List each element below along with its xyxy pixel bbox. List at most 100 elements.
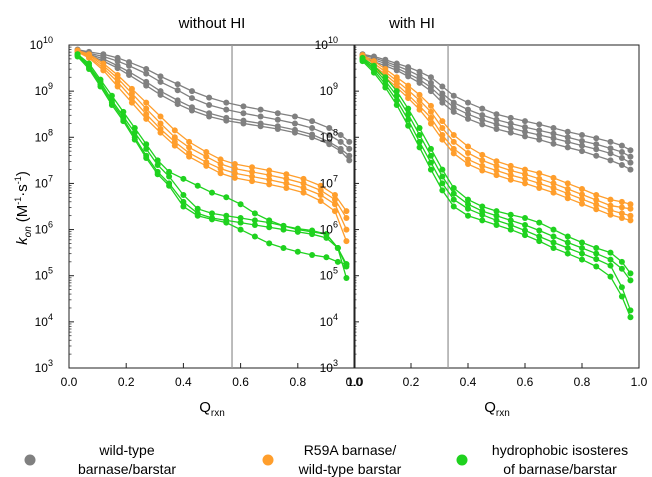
data-point-wild-type xyxy=(309,118,316,125)
data-point-wild-type xyxy=(465,111,471,118)
data-point-R59A xyxy=(618,198,625,205)
data-point-wild-type xyxy=(188,95,195,102)
data-point-wild-type xyxy=(593,135,600,142)
data-point-R59A xyxy=(618,210,625,217)
data-point-hydrophobic xyxy=(382,84,389,91)
data-point-wild-type xyxy=(291,129,298,136)
data-point-hydrophobic xyxy=(334,258,341,265)
data-point-R59A xyxy=(564,190,571,197)
data-point-hydrophobic xyxy=(120,118,127,125)
data-point-R59A xyxy=(465,161,471,168)
data-point-wild-type xyxy=(240,110,247,117)
data-point-R59A xyxy=(607,202,614,209)
data-point-hydrophobic xyxy=(180,203,187,210)
data-point-R59A xyxy=(579,185,585,192)
data-point-hydrophobic xyxy=(427,166,434,173)
data-point-R59A xyxy=(593,201,600,208)
data-point-R59A xyxy=(618,204,625,211)
data-point-R59A xyxy=(249,164,256,171)
data-point-hydrophobic xyxy=(593,245,600,252)
data-point-hydrophobic xyxy=(266,240,273,247)
data-point-hydrophobic xyxy=(209,210,215,217)
data-point-R59A xyxy=(186,144,193,151)
data-point-wild-type xyxy=(143,82,150,89)
data-point-wild-type xyxy=(326,125,333,132)
data-point-wild-type xyxy=(607,138,614,145)
y-tick-label: 108 xyxy=(320,127,338,144)
data-point-wild-type xyxy=(479,105,486,112)
data-point-hydrophobic xyxy=(618,284,625,291)
data-point-R59A xyxy=(493,167,500,174)
data-point-wild-type xyxy=(564,128,571,135)
x-axis-label: Qrxn xyxy=(199,399,225,419)
data-point-wild-type xyxy=(627,159,634,166)
data-point-R59A xyxy=(100,67,107,74)
data-point-R59A xyxy=(128,95,135,102)
data-point-R59A xyxy=(317,191,324,198)
data-point-wild-type xyxy=(618,155,625,162)
data-point-R59A xyxy=(564,185,571,192)
data-point-wild-type xyxy=(405,73,412,80)
data-point-wild-type xyxy=(618,142,625,149)
plot-frame xyxy=(353,44,640,369)
data-point-R59A xyxy=(479,157,486,164)
data-point-hydrophobic xyxy=(536,227,543,234)
data-point-wild-type xyxy=(618,149,625,156)
data-point-R59A xyxy=(416,106,423,113)
data-point-hydrophobic xyxy=(154,171,161,178)
data-point-R59A xyxy=(627,217,634,224)
data-point-hydrophobic xyxy=(493,217,500,224)
data-point-wild-type xyxy=(326,141,333,148)
data-point-hydrophobic xyxy=(439,187,446,194)
data-point-R59A xyxy=(143,115,150,122)
data-point-hydrophobic xyxy=(550,239,557,246)
data-point-wild-type xyxy=(206,113,213,120)
data-point-R59A xyxy=(522,180,528,187)
data-point-R59A xyxy=(300,189,307,196)
data-point-R59A xyxy=(579,196,585,203)
data-point-hydrophobic xyxy=(280,245,287,252)
data-point-hydrophobic xyxy=(465,205,471,212)
data-point-hydrophobic xyxy=(479,217,486,224)
data-point-wild-type xyxy=(450,104,457,111)
data-point-hydrophobic xyxy=(593,250,600,257)
data-point-R59A xyxy=(607,207,614,214)
data-point-hydrophobic xyxy=(97,83,104,90)
data-point-hydrophobic xyxy=(579,245,585,252)
x-tick-label: 0.6 xyxy=(232,375,249,389)
data-point-hydrophobic xyxy=(393,88,400,95)
legend-label-line2: of barnase/barstar xyxy=(503,461,617,477)
data-point-R59A xyxy=(593,191,600,198)
data-point-wild-type xyxy=(450,99,457,106)
data-point-R59A xyxy=(507,176,514,183)
data-point-wild-type xyxy=(427,88,434,95)
data-point-R59A xyxy=(343,208,350,215)
data-point-hydrophobic xyxy=(465,201,471,208)
data-point-wild-type xyxy=(593,152,600,159)
data-point-R59A xyxy=(317,182,324,189)
y-tick-label: 104 xyxy=(320,312,338,329)
data-point-R59A xyxy=(157,113,164,120)
y-tick-label: 103 xyxy=(35,358,53,375)
data-point-hydrophobic xyxy=(416,131,423,138)
data-point-wild-type xyxy=(536,136,543,143)
data-point-hydrophobic xyxy=(450,196,457,203)
data-point-wild-type xyxy=(206,101,213,108)
data-point-hydrophobic xyxy=(323,254,330,261)
data-point-R59A xyxy=(300,185,307,192)
x-tick-label: 0.0 xyxy=(346,375,363,389)
data-point-hydrophobic xyxy=(427,145,434,152)
data-point-hydrophobic xyxy=(607,256,614,263)
data-point-R59A xyxy=(627,212,634,219)
data-point-wild-type xyxy=(536,121,543,128)
data-point-R59A xyxy=(405,87,412,94)
data-point-hydrophobic xyxy=(550,226,557,233)
data-point-hydrophobic xyxy=(564,239,571,246)
data-point-wild-type xyxy=(206,94,213,101)
data-point-hydrophobic xyxy=(86,65,93,72)
data-point-wild-type xyxy=(522,118,528,125)
data-point-hydrophobic xyxy=(579,250,585,257)
data-point-wild-type xyxy=(579,131,585,138)
data-point-R59A xyxy=(86,54,93,61)
